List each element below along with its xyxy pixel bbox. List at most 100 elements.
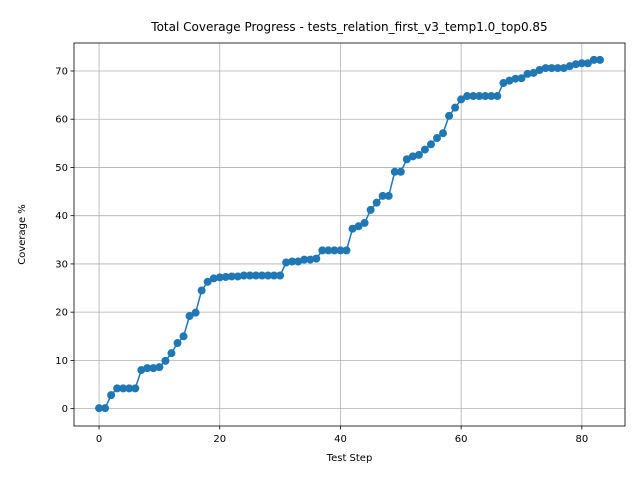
y-tick-label: 30 bbox=[55, 259, 68, 270]
data-point bbox=[143, 364, 152, 373]
x-tick-label: 80 bbox=[575, 434, 588, 445]
axis-ticks: 0 20 40 60 80 0 10 20 30 40 50 60 70 bbox=[55, 66, 588, 445]
y-tick-label: 0 bbox=[62, 404, 68, 415]
data-point bbox=[101, 404, 110, 413]
data-point bbox=[191, 308, 200, 317]
data-point bbox=[203, 277, 212, 286]
data-point bbox=[257, 271, 266, 280]
data-point bbox=[354, 222, 363, 231]
data-point bbox=[577, 59, 586, 68]
data-point bbox=[420, 145, 429, 154]
data-point bbox=[571, 60, 580, 69]
data-point bbox=[245, 271, 254, 280]
data-point bbox=[541, 64, 550, 73]
data-point bbox=[408, 152, 417, 161]
x-tick-label: 60 bbox=[455, 434, 468, 445]
data-point bbox=[179, 332, 188, 341]
data-point bbox=[457, 95, 466, 104]
data-point bbox=[547, 64, 556, 73]
x-tick-label: 20 bbox=[213, 434, 226, 445]
data-point bbox=[173, 339, 182, 348]
y-axis-label: Coverage % bbox=[17, 204, 28, 265]
data-point bbox=[155, 363, 164, 372]
data-point bbox=[221, 272, 230, 281]
data-point bbox=[149, 364, 158, 373]
data-point bbox=[583, 59, 592, 68]
data-point bbox=[300, 255, 309, 264]
data-point bbox=[378, 191, 387, 200]
data-point bbox=[131, 384, 140, 393]
data-point bbox=[372, 198, 381, 207]
data-point bbox=[402, 155, 411, 164]
data-point bbox=[95, 404, 104, 413]
data-point bbox=[233, 272, 242, 281]
data-point bbox=[270, 271, 279, 280]
data-point bbox=[282, 258, 291, 267]
data-point bbox=[523, 69, 532, 78]
data-point bbox=[276, 271, 285, 280]
x-tick-label: 40 bbox=[334, 434, 347, 445]
data-point bbox=[312, 254, 321, 263]
data-point bbox=[553, 64, 562, 73]
data-point bbox=[511, 74, 520, 83]
data-point bbox=[119, 384, 128, 393]
data-point bbox=[493, 92, 502, 101]
data-point bbox=[499, 79, 508, 88]
data-point bbox=[294, 257, 303, 266]
data-point bbox=[390, 167, 399, 176]
data-point bbox=[589, 55, 598, 64]
data-point bbox=[535, 66, 544, 75]
data-point bbox=[595, 55, 604, 64]
data-point bbox=[360, 218, 369, 227]
data-point bbox=[239, 271, 248, 280]
data-point bbox=[209, 274, 218, 283]
data-point bbox=[469, 92, 478, 101]
data-point bbox=[559, 64, 568, 73]
data-point bbox=[185, 312, 194, 321]
data-point bbox=[227, 272, 236, 281]
data-point bbox=[463, 92, 472, 101]
data-point bbox=[107, 391, 116, 400]
data-point bbox=[565, 62, 574, 71]
coverage-series bbox=[95, 55, 604, 413]
data-point bbox=[342, 246, 351, 255]
data-point bbox=[330, 246, 339, 255]
data-point bbox=[348, 224, 357, 233]
data-point bbox=[505, 76, 514, 85]
data-point bbox=[366, 205, 375, 214]
data-point bbox=[439, 129, 448, 138]
data-point bbox=[396, 167, 405, 176]
data-point bbox=[414, 150, 423, 159]
data-point bbox=[137, 366, 146, 375]
data-point bbox=[433, 134, 442, 143]
data-point bbox=[426, 140, 435, 149]
x-axis-label: Test Step bbox=[326, 453, 373, 464]
y-tick-label: 70 bbox=[55, 66, 68, 77]
data-point bbox=[384, 191, 393, 200]
data-point bbox=[264, 271, 273, 280]
data-point bbox=[318, 246, 327, 255]
data-point bbox=[306, 255, 315, 264]
data-point bbox=[288, 257, 297, 266]
data-point bbox=[251, 271, 260, 280]
data-point bbox=[445, 111, 454, 120]
data-point bbox=[161, 356, 170, 365]
data-point bbox=[125, 384, 134, 393]
chart-title: Total Coverage Progress - tests_relation… bbox=[150, 20, 547, 34]
y-tick-label: 50 bbox=[55, 163, 68, 174]
data-point bbox=[517, 74, 526, 83]
y-tick-label: 60 bbox=[55, 115, 68, 126]
data-point bbox=[167, 349, 176, 358]
data-point bbox=[481, 92, 490, 101]
data-point bbox=[487, 92, 496, 101]
data-point bbox=[336, 246, 345, 255]
y-tick-label: 10 bbox=[55, 356, 68, 367]
data-point bbox=[475, 92, 484, 101]
data-point bbox=[197, 286, 206, 295]
plot-frame bbox=[73, 42, 626, 427]
data-point bbox=[113, 384, 122, 393]
data-point bbox=[324, 246, 333, 255]
data-point bbox=[215, 273, 224, 282]
data-point bbox=[529, 68, 538, 77]
